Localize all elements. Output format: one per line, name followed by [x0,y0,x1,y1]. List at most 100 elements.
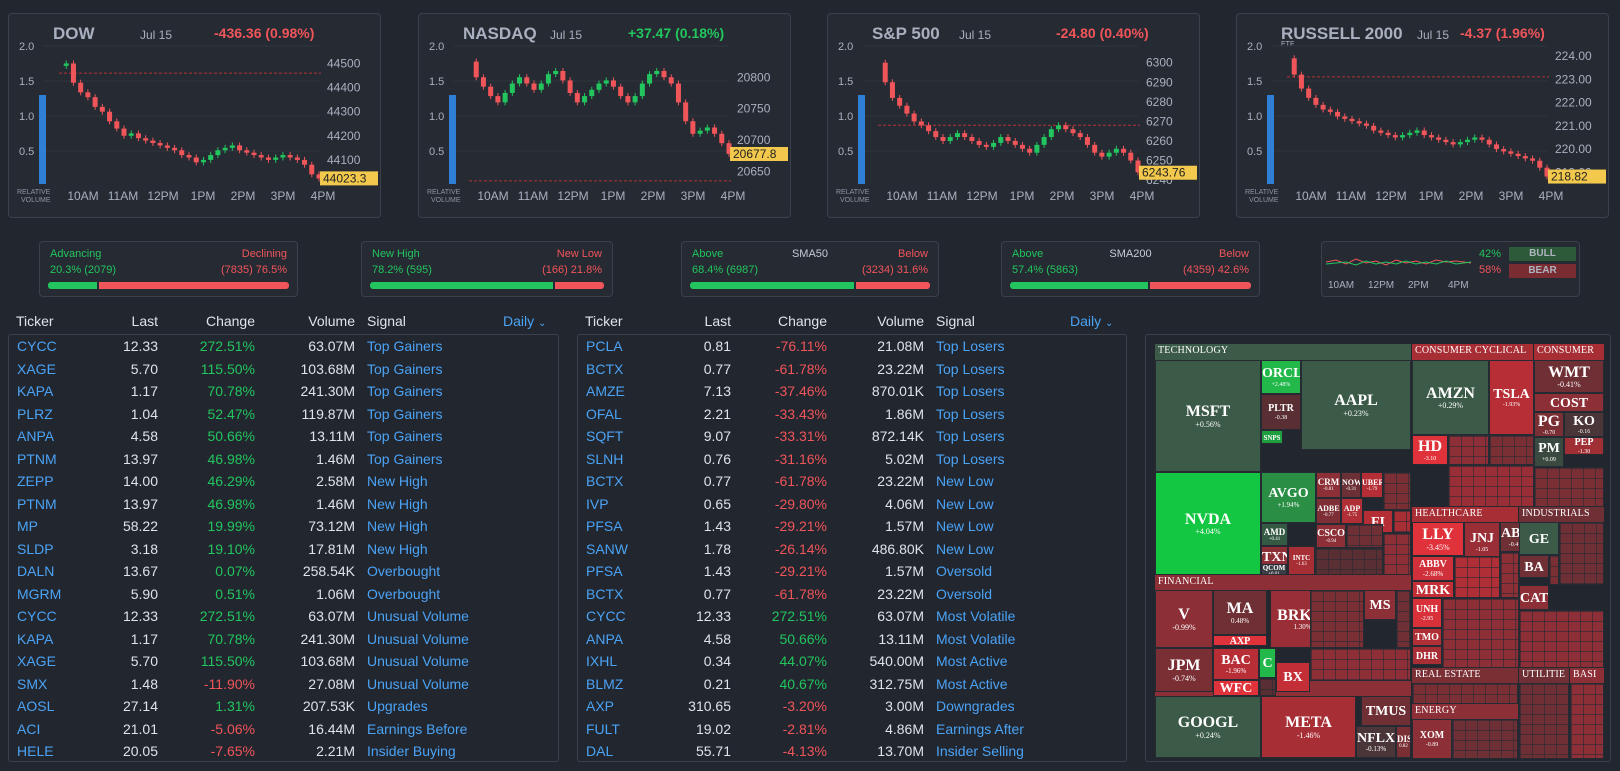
signal-link[interactable]: Earnings After [936,720,1024,737]
table-row[interactable]: ZEPP 14.00 46.29% 2.58M New High [9,470,558,492]
heatmap-tile[interactable]: CSCO -0.94 [1316,524,1346,548]
table-row[interactable]: DAL 55.71 -4.13% 13.70M Insider Selling [578,740,1126,762]
heatmap-tile[interactable] [1452,719,1518,759]
table-row[interactable]: AXP 310.65 -3.20% 3.00M Downgrades [578,695,1126,717]
bull-button[interactable]: BULL [1509,247,1576,261]
ticker-symbol[interactable]: CYCC [17,608,57,624]
table-row[interactable]: KAPA 1.17 70.78% 241.30M Unusual Volume [9,628,558,650]
ticker-symbol[interactable]: DALN [17,563,55,579]
signal-link[interactable]: Unusual Volume [367,675,469,692]
heatmap-tile[interactable]: CRM -0.81 [1316,472,1341,498]
ticker-symbol[interactable]: OFAL [586,405,622,422]
signal-link[interactable]: Top Losers [936,405,1005,422]
column-header-change[interactable]: Change [205,313,255,329]
ticker-symbol[interactable]: CYCC [17,338,57,354]
heatmap-tile[interactable]: ADP -1.75 [1341,498,1363,524]
table-row[interactable]: PCLA 0.81 -76.11% 21.08M Top Losers [578,335,1126,357]
heatmap-tile[interactable]: WFC [1213,680,1259,696]
ticker-symbol[interactable]: ANPA [17,428,55,444]
heatmap-tile[interactable]: ADBE -0.77 [1316,498,1341,524]
heatmap-tile[interactable] [1500,552,1519,598]
column-header-change[interactable]: Change [777,313,827,329]
heatmap-tile[interactable] [1383,472,1411,510]
ticker-symbol[interactable]: FULT [586,720,620,737]
signal-link[interactable]: Top Gainers [367,338,443,354]
table-row[interactable]: SMX 1.48 -11.90% 27.08M Unusual Volume [9,673,558,695]
ticker-symbol[interactable]: PFSA [586,518,623,534]
table-row[interactable]: ACI 21.01 -5.06% 16.44M Earnings Before [9,718,558,740]
heatmap-tile[interactable] [1519,610,1604,668]
heatmap-tile[interactable]: DHR [1412,646,1442,665]
signal-link[interactable]: New Low [936,495,994,512]
signal-link[interactable]: Top Gainers [367,383,443,399]
signal-link[interactable]: Most Volatile [936,608,1016,624]
signal-link[interactable]: Insider Buying [367,743,456,759]
breadth-gauge-2[interactable]: Above SMA50 Below 68.4% (6987) (3234) 31.6% [681,241,939,297]
signal-link[interactable]: Top Gainers [367,428,443,444]
table-row[interactable]: SLDP 3.18 19.10% 17.81M New High [9,538,558,560]
heatmap-tile[interactable]: DIS 0.82 [1396,726,1411,758]
heatmap-tile[interactable]: AVGO +1.94% [1261,472,1316,523]
table-row[interactable]: ANPA 4.58 50.66% 13.11M Most Volatile [578,628,1126,650]
heatmap-tile[interactable] [1519,683,1569,759]
signal-link[interactable]: Earnings Before [367,720,468,737]
breadth-gauge-3[interactable]: Above SMA200 Below 57.4% (5863) (4359) 42.6% [1001,241,1260,297]
ticker-symbol[interactable]: BLMZ [586,675,624,692]
heatmap-tile[interactable]: BX [1276,662,1310,692]
heatmap-tile[interactable]: PG -0.70 [1534,412,1564,437]
signal-link[interactable]: New High [367,495,428,512]
column-header-signal[interactable]: Signal [936,313,975,329]
table-row[interactable]: BCTX 0.77 -61.78% 23.22M Top Losers [578,358,1126,380]
table-row[interactable]: XAGE 5.70 115.50% 103.68M Unusual Volume [9,650,558,672]
ticker-symbol[interactable]: DAL [586,743,614,759]
signal-link[interactable]: Downgrades [936,698,1015,714]
signal-link[interactable]: Top Losers [936,383,1005,399]
heatmap-tile[interactable] [1310,590,1364,648]
table-row[interactable]: SQFT 9.07 -33.31% 872.14K Top Losers [578,425,1126,447]
signal-link[interactable]: New High [367,518,428,534]
ticker-symbol[interactable]: SMX [17,675,48,692]
heatmap-tile[interactable]: ORCL +2.48% [1261,360,1301,394]
heatmap-tile[interactable]: AAPL +0.23% [1301,360,1411,450]
table-row[interactable]: HELE 20.05 -7.65% 2.21M Insider Buying [9,740,558,762]
ticker-symbol[interactable]: MP [17,518,38,534]
column-header-volume[interactable]: Volume [308,313,355,329]
heatmap-tile[interactable]: NOW -0.31 [1341,472,1361,498]
heatmap-tile[interactable] [1549,555,1559,585]
ticker-symbol[interactable]: PLRZ [17,405,53,422]
heatmap-tile[interactable]: PEP -1.30 [1564,437,1604,455]
signal-link[interactable]: Insider Selling [936,743,1024,759]
heatmap-tile[interactable]: MA 0.48% [1213,590,1267,635]
heatmap-tile[interactable]: HD -3.10 [1412,435,1448,465]
table-row[interactable]: OFAL 2.21 -33.43% 1.86M Top Losers [578,403,1126,425]
heatmap-tile[interactable]: JNJ -1.05 [1464,522,1500,562]
breadth-gauge-1[interactable]: New High New Low 78.2% (595) (166) 21.8% [361,241,613,297]
ticker-symbol[interactable]: MGRM [17,585,62,602]
ticker-symbol[interactable]: ZEPP [17,473,54,489]
ticker-symbol[interactable]: CYCC [586,608,626,624]
heatmap-tile[interactable]: COST [1534,393,1604,412]
heatmap-tile[interactable]: META -1.46% [1261,696,1356,758]
heatmap-tile[interactable]: NVDA +4.04% [1155,472,1261,575]
index-chart-3[interactable]: RUSSELL 2000 ETF Jul 15 -4.37 (1.96%) 2.0 1.5… [1236,13,1609,218]
heatmap-tile[interactable] [1559,522,1604,585]
table-row[interactable]: PTNM 13.97 46.98% 1.46M New High [9,493,558,515]
column-header-last[interactable]: Last [131,313,158,329]
table-row[interactable]: PLRZ 1.04 52.47% 119.87M Top Gainers [9,403,558,425]
table-row[interactable]: SLNH 0.76 -31.16% 5.02M Top Losers [578,448,1126,470]
column-header-signal[interactable]: Signal [367,313,406,329]
heatmap-tile[interactable]: XOM -0.89 [1412,719,1452,759]
table-row[interactable]: MGRM 5.90 0.51% 1.06M Overbought [9,583,558,605]
signal-link[interactable]: Most Active [936,653,1008,669]
ticker-symbol[interactable]: AOSL [17,698,55,714]
heatmap-tile[interactable]: TMUS [1361,696,1411,726]
heatmap-tile[interactable]: JPM -0.74% [1155,648,1213,692]
heatmap-tile[interactable] [1259,678,1276,696]
column-header-ticker[interactable]: Ticker [585,313,623,329]
heatmap-tile[interactable]: WMT -0.41% [1534,360,1604,393]
ticker-symbol[interactable]: ACI [17,720,41,737]
table-row[interactable]: AOSL 27.14 1.31% 207.53K Upgrades [9,695,558,717]
heatmap-tile[interactable] [1315,548,1383,575]
heatmap-tile[interactable] [1489,435,1534,465]
heatmap-tile[interactable] [1454,556,1500,598]
